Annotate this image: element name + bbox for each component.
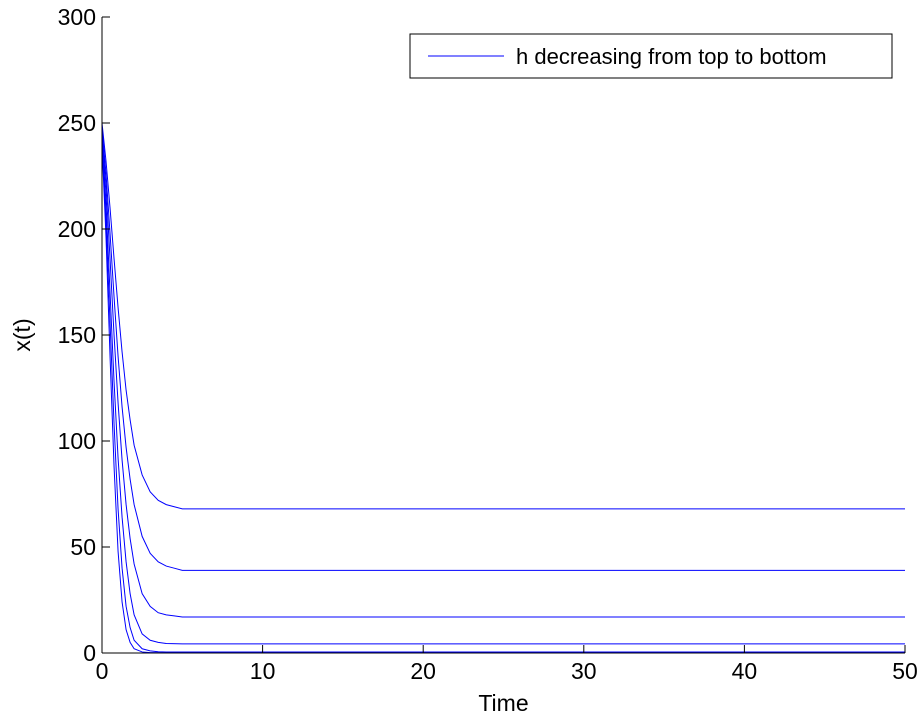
series-line-1 xyxy=(101,122,905,510)
y-tick-label: 200 xyxy=(58,216,96,242)
series-line-4 xyxy=(101,135,905,645)
series-line-6 xyxy=(101,144,905,654)
y-tick-label: 0 xyxy=(83,640,96,666)
x-tick-label: 0 xyxy=(96,658,109,684)
x-tick-label: 40 xyxy=(732,658,758,684)
y-tick-label: 250 xyxy=(58,110,96,136)
axes-layer: 0 10 20 30 40 50 0 50 100 150 200 250 300 xyxy=(58,4,918,684)
y-tick-label: 300 xyxy=(58,4,96,30)
y-tick-label: 50 xyxy=(70,534,96,560)
x-tick-label: 50 xyxy=(892,658,918,684)
series-line-5 xyxy=(101,139,905,653)
series-layer xyxy=(101,122,905,654)
series-line-2 xyxy=(101,127,905,571)
y-tick-label: 100 xyxy=(58,428,96,454)
legend-label: h decreasing from top to bottom xyxy=(516,44,827,69)
legend: h decreasing from top to bottom xyxy=(409,33,893,79)
y-axis-label: x(t) xyxy=(9,318,35,351)
x-axis-label: Time xyxy=(478,690,528,716)
x-tick-label: 10 xyxy=(250,658,276,684)
series-line-3 xyxy=(101,131,905,618)
x-tick-label: 30 xyxy=(571,658,597,684)
x-tick-label: 20 xyxy=(410,658,436,684)
y-tick-label: 150 xyxy=(58,322,96,348)
